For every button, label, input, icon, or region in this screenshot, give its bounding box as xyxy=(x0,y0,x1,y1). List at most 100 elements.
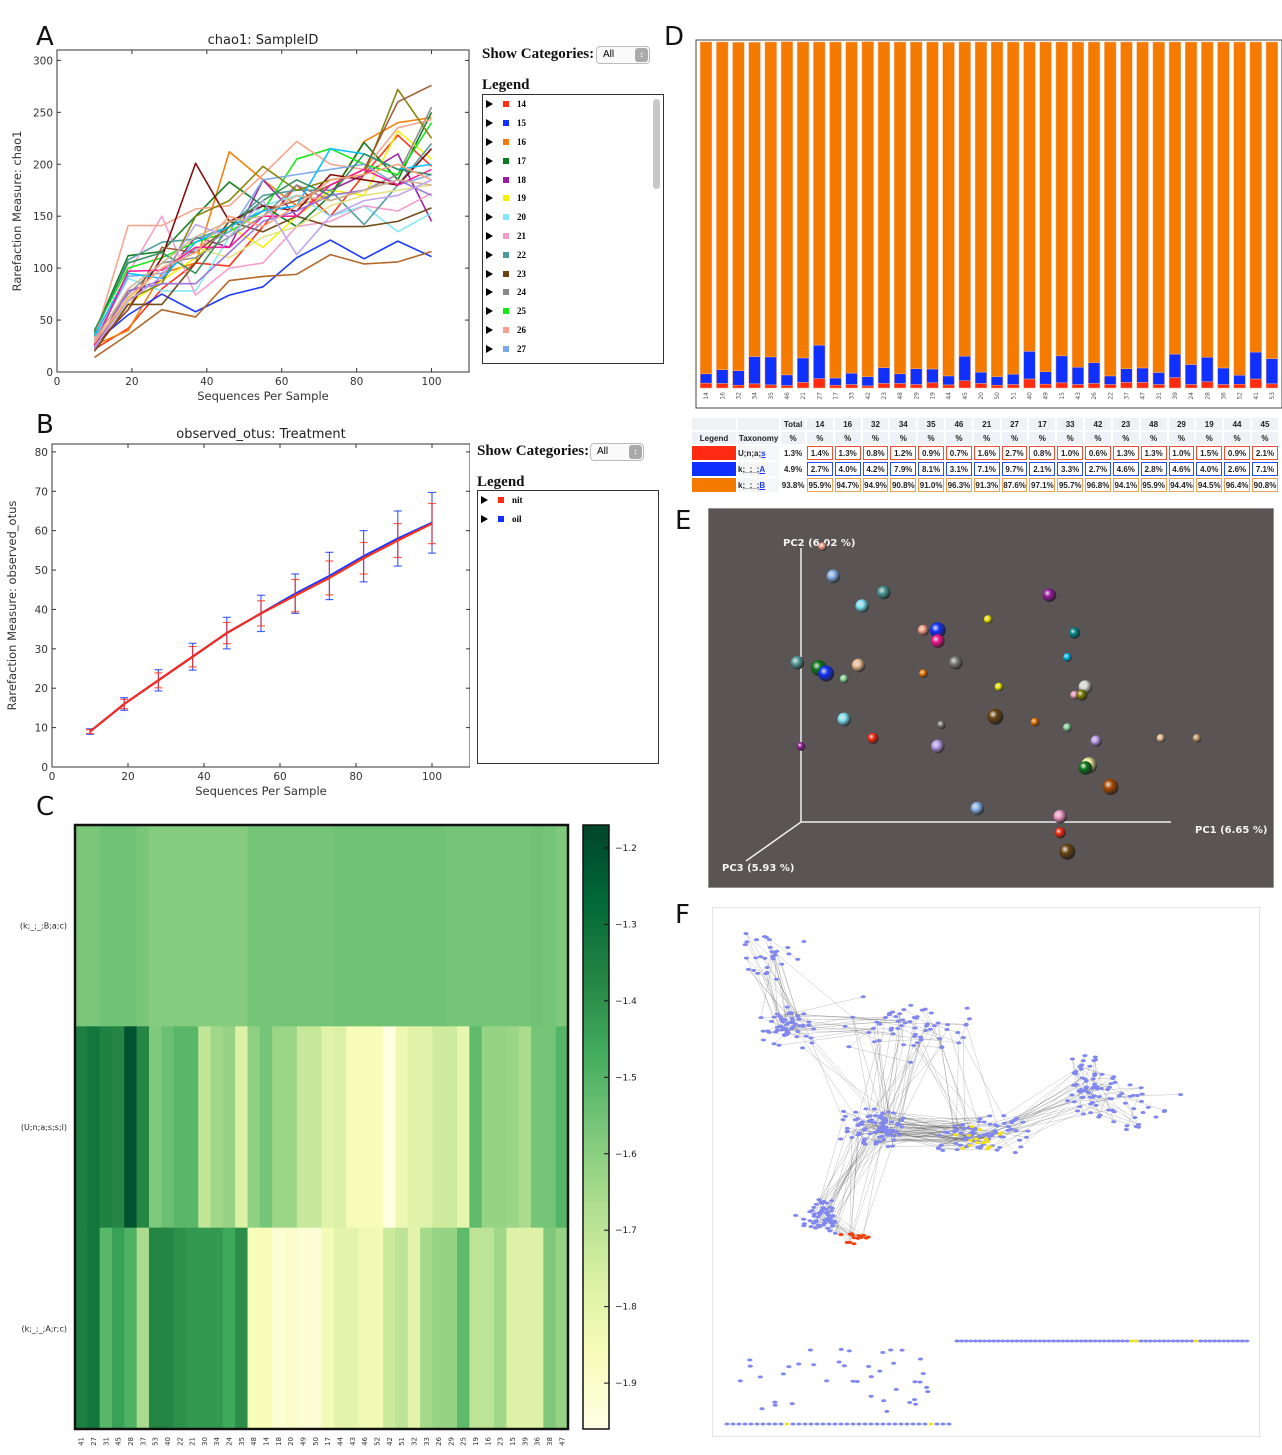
pcoa-point xyxy=(931,634,945,648)
expand-triangle-icon[interactable] xyxy=(486,137,493,146)
legend-item[interactable]: 23 xyxy=(483,264,663,283)
legend-item[interactable]: 26 xyxy=(483,321,663,340)
table-header-cell: Total xyxy=(781,418,805,430)
legend-item[interactable]: 24 xyxy=(483,283,663,302)
bar-label: 21 xyxy=(800,392,807,400)
legend-list-b: nit oil xyxy=(478,491,658,529)
network-node xyxy=(891,1138,897,1142)
network-edge xyxy=(1011,1078,1094,1123)
network-edge xyxy=(774,952,853,1018)
table-header-row: Total 14 16 32 34 35 46 21 27 17 33 42 23 48 29 19 44 45 xyxy=(692,418,1278,430)
legend-item[interactable]: 16 xyxy=(483,133,663,152)
bar-segment xyxy=(1265,358,1278,385)
heatmap-col-label: 32 xyxy=(410,1437,418,1446)
expand-triangle-icon[interactable] xyxy=(486,213,493,222)
network-edge xyxy=(826,1209,864,1236)
network-edge xyxy=(843,1111,860,1124)
percent-cell: 90.8% xyxy=(890,478,917,492)
stacked-bar-49 xyxy=(1039,41,1052,389)
expand-triangle-icon[interactable] xyxy=(486,194,493,203)
legend-label: 17 xyxy=(517,155,526,166)
table-header-cell: % xyxy=(1001,432,1028,444)
expand-triangle-icon[interactable] xyxy=(486,250,493,259)
bar-segment xyxy=(942,42,955,377)
table-header-cell: 42 xyxy=(1085,418,1111,430)
network-node xyxy=(1018,1145,1024,1149)
network-node xyxy=(1014,1339,1020,1343)
network-node xyxy=(853,1110,859,1114)
categories-select-b[interactable]: All ↕ xyxy=(590,443,644,461)
heatmap-cell xyxy=(518,1227,532,1430)
heatmap-col-label: 43 xyxy=(349,1437,357,1446)
network-edge xyxy=(893,1016,918,1113)
expand-triangle-icon[interactable] xyxy=(486,231,493,240)
heatmap-cell xyxy=(444,1227,458,1430)
legend-item[interactable]: 22 xyxy=(483,245,663,264)
network-edge xyxy=(1137,1094,1181,1096)
network-node xyxy=(937,1037,943,1041)
bar-segment xyxy=(942,384,955,389)
expand-triangle-icon[interactable] xyxy=(486,325,493,334)
network-node xyxy=(890,1111,897,1115)
expand-triangle-icon[interactable] xyxy=(481,496,488,505)
network-edge xyxy=(798,1019,903,1021)
network-node xyxy=(985,1145,992,1149)
bar-segment xyxy=(1233,41,1246,376)
legend-item[interactable]: 18 xyxy=(483,170,663,189)
legend-item[interactable]: 14 xyxy=(483,95,663,114)
heatmap-row-label: (k;_;_;A;r;c) xyxy=(21,1324,67,1333)
expand-triangle-icon[interactable] xyxy=(481,515,488,524)
heatmap-cell xyxy=(185,1227,199,1430)
percent-cell: 1.6% xyxy=(973,446,1000,460)
legend-scrollbar-a[interactable] xyxy=(653,99,660,189)
network-node xyxy=(753,938,760,942)
percent-cell: 2.1% xyxy=(1029,462,1056,476)
legend-item[interactable]: 25 xyxy=(483,302,663,321)
legend-item[interactable]: 19 xyxy=(483,189,663,208)
network-edge xyxy=(875,1115,963,1126)
expand-triangle-icon[interactable] xyxy=(486,175,493,184)
legend-item[interactable]: nit xyxy=(478,491,658,510)
network-edge xyxy=(852,1017,899,1022)
legend-item[interactable]: 15 xyxy=(483,114,663,133)
network-node xyxy=(760,1029,766,1033)
network-node xyxy=(1023,1135,1030,1139)
bar-label: 15 xyxy=(1059,392,1066,400)
heatmap-cell xyxy=(457,1227,470,1430)
network-edge xyxy=(925,1009,942,1047)
legend-item[interactable]: 21 xyxy=(483,227,663,246)
expand-triangle-icon[interactable] xyxy=(486,344,493,353)
legend-box-a[interactable]: 14 15 16 17 18 19 20 21 22 23 24 25 26 27 xyxy=(482,94,664,364)
legend-item[interactable]: oil xyxy=(478,510,658,529)
legend-item[interactable]: 17 xyxy=(483,151,663,170)
heatmap-col-label: 42 xyxy=(386,1437,394,1446)
network-edge xyxy=(815,1131,878,1222)
percent-cell: 1.3% xyxy=(1112,446,1139,460)
network-edge xyxy=(831,1130,893,1222)
heatmap-col-label: 26 xyxy=(435,1436,443,1445)
network-edge xyxy=(885,1131,965,1140)
expand-triangle-icon[interactable] xyxy=(486,100,493,109)
legend-box-b[interactable]: nit oil xyxy=(477,490,659,764)
network-edge xyxy=(947,1024,981,1130)
taxonomy-link[interactable]: B xyxy=(759,480,766,490)
expand-triangle-icon[interactable] xyxy=(486,288,493,297)
expand-triangle-icon[interactable] xyxy=(486,156,493,165)
expand-triangle-icon[interactable] xyxy=(486,307,493,316)
expand-triangle-icon[interactable] xyxy=(486,119,493,128)
bar-segment xyxy=(1104,375,1117,385)
taxonomy-link[interactable]: A xyxy=(759,464,766,474)
network-node xyxy=(1093,1058,1099,1062)
network-node xyxy=(952,1124,958,1128)
legend-swatch xyxy=(503,232,509,239)
categories-select-a[interactable]: All ↕ xyxy=(596,46,650,64)
taxonomy-link[interactable]: s xyxy=(761,448,766,458)
bar-segment xyxy=(1152,41,1165,373)
expand-triangle-icon[interactable] xyxy=(486,269,493,278)
network-edge xyxy=(802,1047,889,1113)
network-node xyxy=(880,1350,886,1354)
legend-item[interactable]: 20 xyxy=(483,208,663,227)
network-node xyxy=(807,1219,813,1223)
legend-item[interactable]: 27 xyxy=(483,339,663,358)
network-edge xyxy=(882,1113,961,1146)
